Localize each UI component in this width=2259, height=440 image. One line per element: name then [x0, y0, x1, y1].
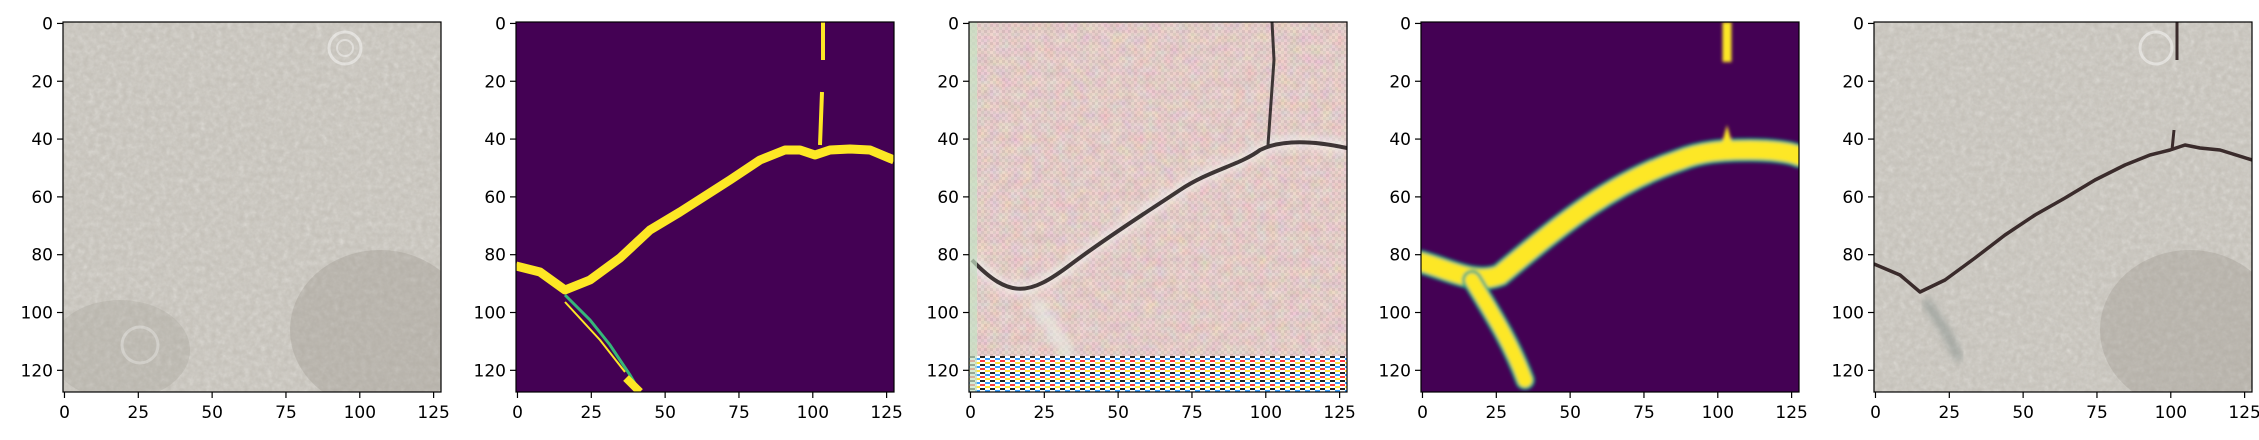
axes-frame [1873, 21, 2253, 393]
axes-frame [515, 21, 895, 393]
y-tick-label: 60 [484, 188, 506, 208]
x-tick-label: 0 [965, 403, 976, 423]
y-tick-label: 0 [495, 14, 506, 34]
y-axis-ticks: 0 20 40 60 80 100 120 [1379, 14, 1421, 381]
x-axis-ticks: 0 25 50 75 100 125 [965, 392, 1356, 423]
axes-frame [1420, 21, 1800, 393]
x-tick-label: 0 [1870, 403, 1881, 423]
y-tick-label: 20 [1842, 72, 1864, 92]
x-axis-ticks: 0 25 50 75 100 125 [512, 392, 903, 423]
x-tick-label: 125 [2228, 403, 2259, 423]
axes-frame [62, 21, 442, 393]
y-tick-label: 120 [21, 361, 53, 381]
panel-ground-truth-mask: 0 25 50 75 100 125 0 20 40 60 80 100 120 [474, 14, 903, 423]
x-tick-label: 25 [1485, 403, 1507, 423]
y-tick-label: 80 [1389, 246, 1411, 266]
y-tick-label: 120 [1379, 361, 1411, 381]
y-tick-label: 100 [1832, 304, 1864, 324]
x-tick-label: 50 [1559, 403, 1581, 423]
crack-line [516, 144, 894, 295]
watermark-icon [327, 30, 363, 66]
y-axis-ticks: 0 20 40 60 80 100 120 [1832, 14, 1874, 381]
y-axis-ticks: 0 20 40 60 80 100 120 [474, 14, 516, 381]
crack-line [970, 140, 1347, 291]
y-tick-label: 40 [484, 130, 506, 150]
x-tick-label: 100 [344, 403, 376, 423]
x-axis-ticks: 0 25 50 75 100 125 [1870, 392, 2259, 423]
x-tick-label: 25 [1033, 403, 1055, 423]
x-tick-label: 125 [417, 403, 449, 423]
watermark-icon [2138, 30, 2174, 66]
x-tick-label: 100 [797, 403, 829, 423]
x-tick-label: 25 [1938, 403, 1960, 423]
panel-generated-image: 0 25 50 75 100 125 0 20 40 60 80 100 120 [927, 14, 1356, 423]
y-tick-label: 60 [1842, 188, 1864, 208]
x-tick-label: 125 [870, 403, 902, 423]
x-tick-label: 0 [59, 403, 70, 423]
x-tick-label: 0 [512, 403, 523, 423]
x-tick-label: 125 [1775, 403, 1807, 423]
y-tick-label: 20 [31, 72, 53, 92]
x-tick-label: 0 [1417, 403, 1428, 423]
y-tick-label: 100 [474, 304, 506, 324]
y-tick-label: 120 [1832, 361, 1864, 381]
x-tick-label: 75 [2086, 403, 2108, 423]
y-tick-label: 120 [474, 361, 506, 381]
y-tick-label: 100 [1379, 304, 1411, 324]
x-tick-label: 100 [2155, 403, 2187, 423]
x-tick-label: 125 [1323, 403, 1355, 423]
y-axis-ticks: 0 20 40 60 80 100 120 [927, 14, 969, 381]
y-tick-label: 0 [948, 14, 959, 34]
x-tick-label: 25 [127, 403, 149, 423]
x-tick-label: 50 [2012, 403, 2034, 423]
crack-line [1874, 143, 2252, 294]
y-tick-label: 0 [1400, 14, 1411, 34]
y-tick-label: 100 [927, 304, 959, 324]
x-axis-ticks: 0 25 50 75 100 125 [1417, 392, 1808, 423]
y-tick-label: 100 [21, 304, 53, 324]
crack-line [1421, 140, 1799, 288]
y-tick-label: 0 [42, 14, 53, 34]
y-tick-label: 40 [1389, 130, 1411, 150]
y-tick-label: 40 [1842, 130, 1864, 150]
x-tick-label: 75 [275, 403, 297, 423]
y-tick-label: 0 [1853, 14, 1864, 34]
x-axis-ticks: 0 25 50 75 100 125 [59, 392, 450, 423]
panel-input-image: 0 25 50 75 100 125 0 20 40 60 80 100 120 [21, 14, 450, 423]
y-tick-label: 80 [484, 246, 506, 266]
x-tick-label: 25 [580, 403, 602, 423]
y-tick-label: 40 [937, 130, 959, 150]
x-tick-label: 50 [1107, 403, 1129, 423]
y-tick-label: 120 [927, 361, 959, 381]
y-tick-label: 20 [937, 72, 959, 92]
y-axis-ticks: 0 20 40 60 80 100 120 [21, 14, 63, 381]
axes-frame [968, 21, 1348, 393]
x-tick-label: 100 [1250, 403, 1282, 423]
y-tick-label: 60 [1389, 188, 1411, 208]
x-tick-label: 50 [654, 403, 676, 423]
y-tick-label: 40 [31, 130, 53, 150]
y-tick-label: 20 [1389, 72, 1411, 92]
panel-predicted-mask: 0 25 50 75 100 125 0 20 40 60 80 100 120 [1379, 14, 1808, 423]
y-tick-label: 60 [937, 188, 959, 208]
panel-overlay-image: 0 25 50 75 100 125 0 20 40 60 80 100 120 [1832, 14, 2259, 423]
x-tick-label: 50 [201, 403, 223, 423]
y-tick-label: 60 [31, 188, 53, 208]
y-tick-label: 80 [31, 246, 53, 266]
y-tick-label: 80 [937, 246, 959, 266]
x-tick-label: 75 [728, 403, 750, 423]
x-tick-label: 75 [1633, 403, 1655, 423]
x-tick-label: 100 [1702, 403, 1734, 423]
x-tick-label: 75 [1181, 403, 1203, 423]
y-tick-label: 80 [1842, 246, 1864, 266]
y-tick-label: 20 [484, 72, 506, 92]
